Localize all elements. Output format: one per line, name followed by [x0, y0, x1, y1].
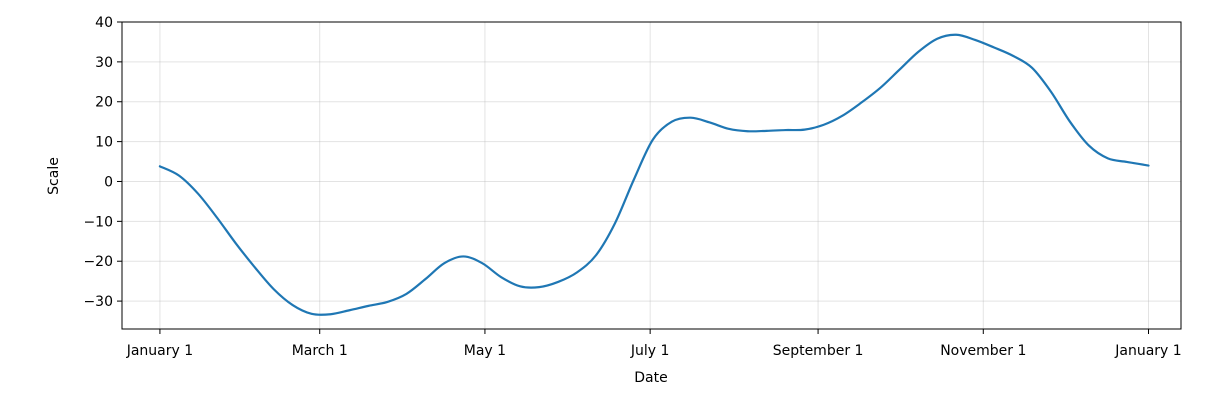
data-point [993, 46, 995, 49]
y-tick-label: −20 [83, 254, 113, 270]
data-point [216, 216, 218, 218]
data-point [709, 121, 711, 124]
x-tick-label: January 1 [126, 343, 193, 359]
data-point [424, 278, 426, 280]
data-point [1031, 67, 1033, 69]
data-point [538, 286, 540, 288]
data-point [728, 128, 730, 130]
data-point [803, 129, 806, 131]
y-tick-label: 10 [95, 135, 113, 151]
data-point [822, 124, 825, 126]
data-point [481, 262, 483, 264]
data-point [292, 304, 294, 306]
data-point [367, 305, 370, 307]
data-point [576, 271, 578, 273]
data-point [254, 266, 256, 268]
data-point [235, 242, 237, 244]
y-tick-label: −30 [83, 294, 113, 310]
y-axis-label: Scale [46, 157, 62, 195]
x-tick-label: March 1 [292, 343, 348, 359]
data-point [652, 139, 654, 141]
data-point [197, 192, 199, 195]
data-point [159, 165, 161, 167]
x-tick-label: July 1 [630, 343, 670, 359]
data-point [879, 87, 881, 89]
y-tick-label: 30 [95, 55, 113, 71]
x-tick-label: November 1 [940, 343, 1026, 359]
data-point [1012, 55, 1014, 57]
series-group [158, 33, 1150, 316]
data-point [462, 255, 464, 258]
x-axis-label: Date [634, 370, 667, 386]
data-point [955, 34, 957, 36]
data-point [500, 276, 502, 278]
x-tick-label: January 1 [1114, 343, 1181, 359]
data-point [1107, 157, 1109, 159]
y-tick-label: 40 [95, 15, 113, 31]
data-point [178, 174, 180, 177]
data-point [386, 301, 389, 303]
data-point [1147, 164, 1150, 167]
y-axis: −30 −20 −10 0 10 20 30 40 [83, 15, 122, 310]
data-point [614, 222, 616, 224]
data-point [1088, 144, 1090, 147]
data-point [310, 313, 313, 315]
data-point [1069, 121, 1071, 123]
x-axis: January 1 March 1 May 1 July 1 September 1 No… [126, 329, 1182, 359]
data-point [747, 130, 749, 132]
y-tick-label: −10 [83, 214, 113, 230]
y-tick-label: 0 [104, 174, 113, 190]
data-point [917, 51, 919, 53]
x-tick-label: May 1 [464, 343, 506, 359]
data-point [766, 130, 768, 132]
data-point [329, 313, 332, 315]
data-point [633, 178, 635, 181]
data-point [348, 309, 351, 311]
data-point [595, 254, 597, 256]
data-point [1050, 91, 1052, 93]
data-point [443, 262, 445, 264]
data-point [671, 121, 673, 123]
plot-frame [121, 21, 1182, 330]
data-point [860, 101, 863, 104]
data-point [1126, 161, 1128, 163]
data-point [690, 117, 692, 119]
data-point [936, 38, 938, 40]
data-point [898, 69, 900, 71]
data-point [841, 115, 844, 117]
data-point [519, 285, 521, 287]
grid [122, 21, 1181, 329]
data-point [784, 129, 787, 131]
data-point [405, 293, 407, 295]
y-tick-label: 20 [95, 95, 113, 111]
data-point [273, 288, 275, 290]
x-tick-label: September 1 [773, 343, 864, 359]
data-point [557, 281, 559, 283]
data-point [974, 39, 976, 41]
